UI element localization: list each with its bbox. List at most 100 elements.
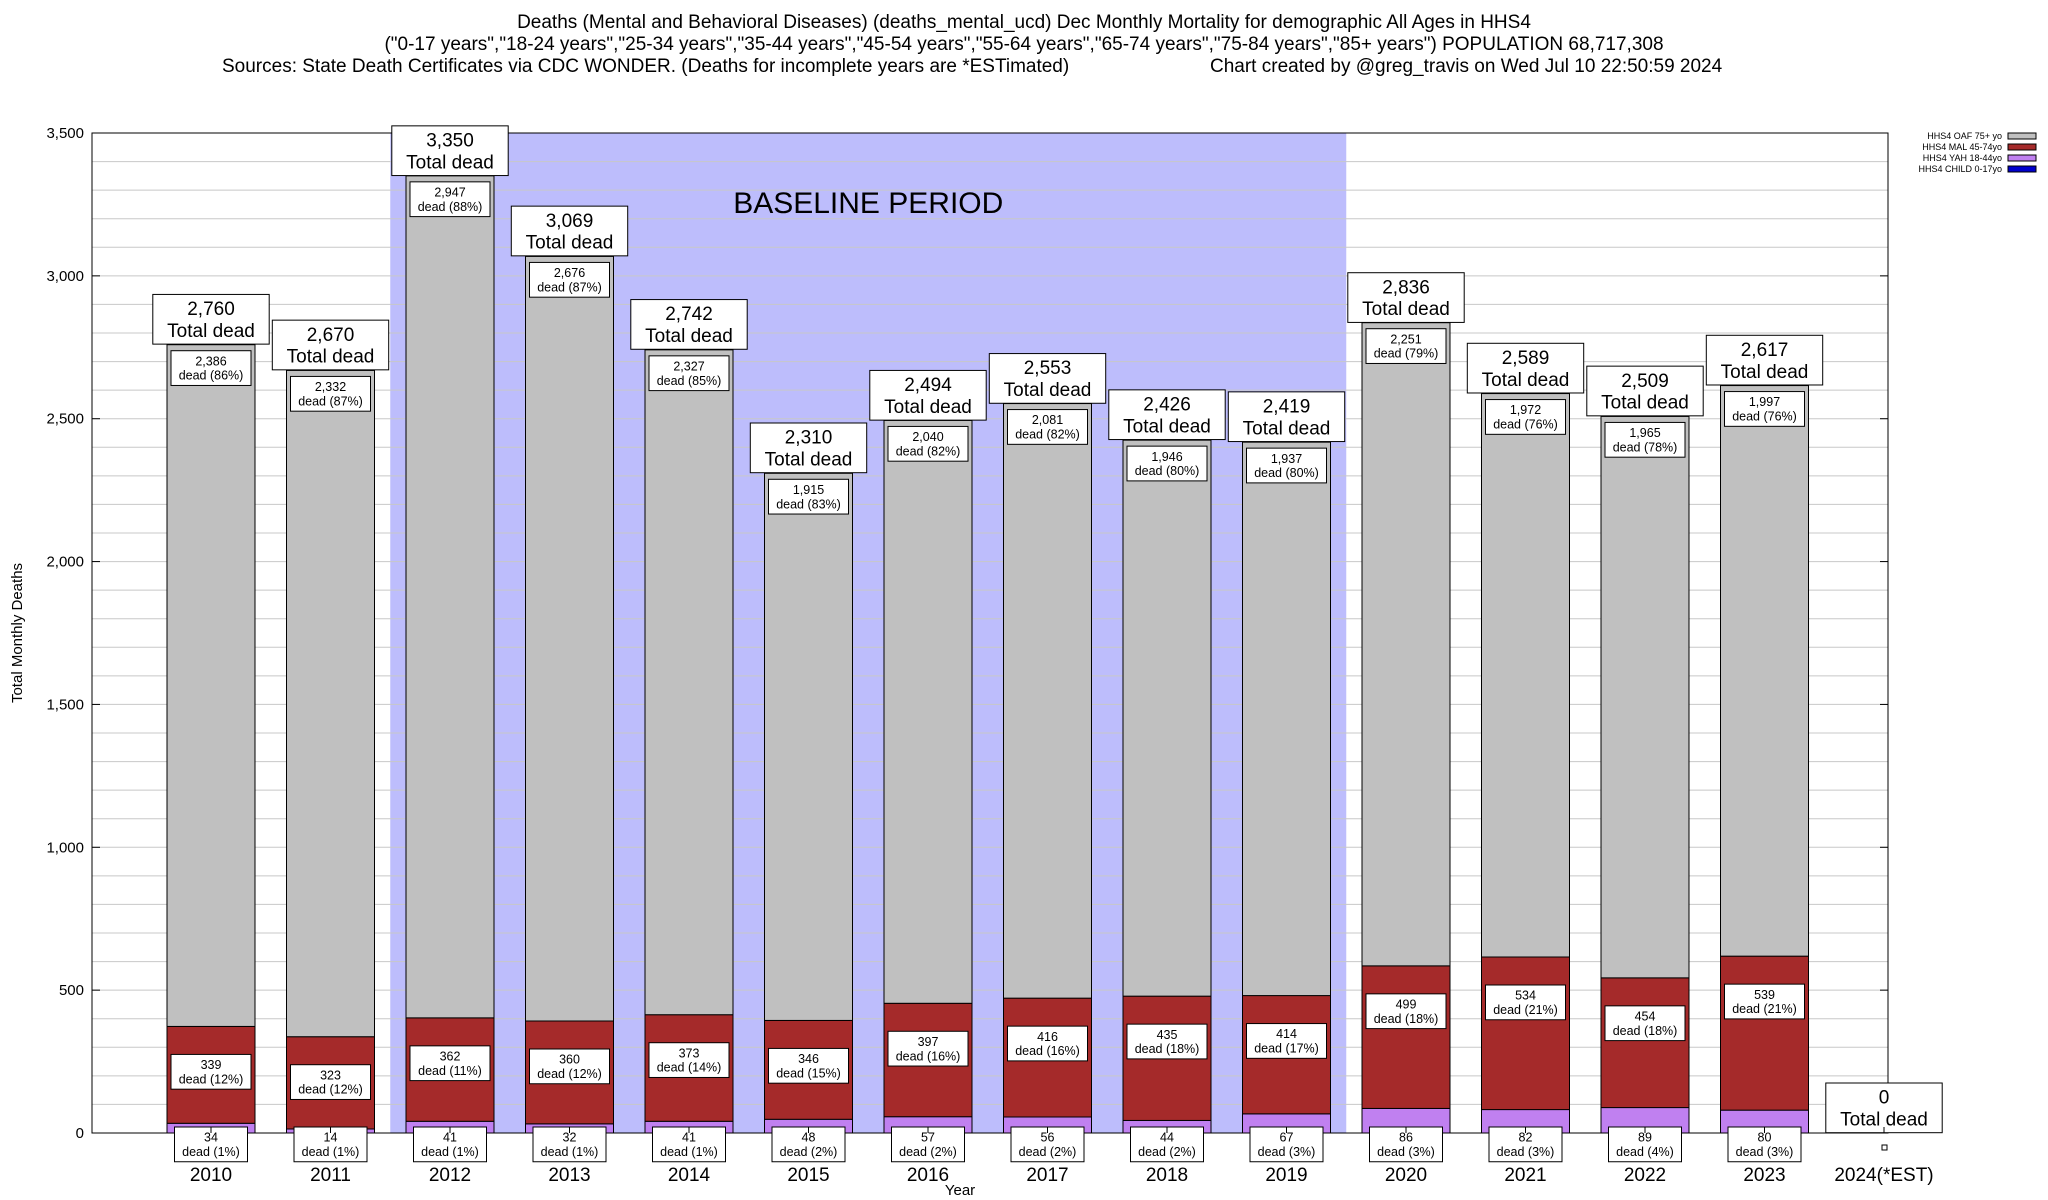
x-tick-label: 2016 — [907, 1165, 949, 1186]
segment-label: dead (2%) — [899, 1145, 957, 1159]
segment-label: dead (1%) — [182, 1145, 240, 1159]
segment-label-box — [648, 1042, 730, 1078]
total-label-box — [630, 299, 748, 350]
bar-segment — [883, 419, 973, 1004]
x-tick-label: 2017 — [1026, 1165, 1068, 1186]
bar-segment — [1481, 956, 1570, 1111]
segment-label: 2,081 — [1032, 413, 1063, 427]
segment-label: 1,937 — [1271, 452, 1302, 466]
bar-segment — [1720, 955, 1809, 1111]
segment-label-box — [1007, 1025, 1088, 1062]
segment-label: 360 — [559, 1053, 580, 1067]
segment-label: dead (2%) — [1138, 1145, 1196, 1159]
segment-label: dead (3%) — [1497, 1145, 1555, 1159]
x-tick-label: 2019 — [1265, 1165, 1307, 1186]
segment-label: dead (15%) — [776, 1066, 841, 1080]
segment-label: dead (88%) — [418, 200, 483, 214]
title-line-1: Deaths (Mental and Behavioral Diseases) … — [517, 12, 1531, 33]
total-label-box — [1705, 334, 1824, 386]
segment-label: 80 — [1758, 1131, 1772, 1145]
segment-label: 57 — [921, 1131, 935, 1145]
segment-label: 41 — [682, 1131, 696, 1145]
y-tick-label: 1,500 — [46, 696, 84, 713]
total-label: Total dead — [167, 321, 255, 342]
y-tick-label: 3,500 — [46, 125, 84, 142]
total-label: 2,836 — [1382, 277, 1430, 298]
bar-segment — [1600, 415, 1690, 979]
x-tick-label: 2011 — [310, 1165, 351, 1186]
bar-segment — [1003, 403, 1092, 999]
total-label: 2,310 — [785, 428, 833, 449]
total-label: 2,426 — [1143, 395, 1191, 416]
segment-label-box — [1604, 1005, 1686, 1042]
segment-label-box — [768, 1047, 849, 1084]
x-tick-label: 2013 — [548, 1165, 590, 1186]
segment-label-box — [1007, 409, 1088, 445]
total-label: Total dead — [645, 326, 733, 347]
segment-label-box — [1246, 447, 1327, 484]
legend-swatch — [2007, 132, 2037, 140]
segment-label: dead (85%) — [657, 374, 722, 388]
bar-segment — [525, 255, 614, 1022]
total-label-box — [271, 319, 390, 371]
bar-segment — [1600, 977, 1690, 1109]
y-tick-label: 2,500 — [46, 411, 84, 428]
segment-label: 1,972 — [1510, 403, 1541, 417]
segment-label: 82 — [1519, 1131, 1533, 1145]
bar-segment — [405, 175, 495, 1019]
total-label: 2,509 — [1621, 371, 1669, 392]
segment-label-box — [409, 181, 491, 218]
segment-label: dead (82%) — [1015, 428, 1080, 442]
segment-label: dead (3%) — [1377, 1145, 1435, 1159]
segment-label: 2,251 — [1390, 332, 1421, 346]
segment-label-box — [887, 1030, 969, 1067]
total-label: 2,617 — [1741, 340, 1789, 361]
legend-label: HHS4 OAF 75+ yo — [1927, 131, 2002, 141]
segment-label: 56 — [1041, 1131, 1055, 1145]
total-label: 2,670 — [307, 325, 355, 346]
segment-label: 454 — [1635, 1009, 1656, 1023]
segment-label: dead (80%) — [1135, 464, 1200, 478]
segment-label: dead (82%) — [896, 444, 961, 458]
segment-label-box — [1604, 421, 1686, 458]
segment-label: 435 — [1157, 1028, 1178, 1042]
total-label: Total dead — [406, 152, 494, 173]
total-label: Total dead — [1362, 299, 1450, 320]
y-tick-label: 500 — [59, 982, 84, 999]
segment-label: dead (78%) — [1613, 440, 1678, 454]
segment-label: 48 — [802, 1131, 816, 1145]
segment-label: dead (1%) — [660, 1145, 718, 1159]
total-label: Total dead — [765, 450, 853, 471]
segment-label: 416 — [1037, 1030, 1058, 1044]
segment-label: dead (80%) — [1254, 466, 1319, 480]
segment-label: 2,947 — [434, 185, 465, 199]
segment-label: dead (3%) — [1736, 1145, 1794, 1159]
y-tick-label: 1,000 — [46, 839, 84, 856]
total-label: 3,069 — [546, 211, 594, 232]
segment-label: dead (11%) — [418, 1064, 482, 1078]
segment-label: 1,965 — [1629, 426, 1660, 440]
x-tick-label: 2020 — [1385, 1165, 1427, 1186]
segment-label: dead (17%) — [1254, 1042, 1319, 1056]
total-label: Total dead — [526, 233, 614, 254]
total-label: Total dead — [1840, 1110, 1928, 1131]
segment-label: 44 — [1160, 1131, 1174, 1145]
segment-label: dead (14%) — [657, 1061, 722, 1075]
y-tick-label: 2,000 — [46, 554, 84, 571]
segment-label: dead (87%) — [537, 280, 602, 294]
total-label: Total dead — [1721, 362, 1809, 383]
segment-label-box — [529, 261, 610, 298]
segment-label: 539 — [1754, 988, 1775, 1002]
segment-label-box — [1126, 1023, 1208, 1060]
total-label: Total dead — [1123, 416, 1211, 437]
total-label: Total dead — [1004, 380, 1092, 401]
total-label: Total dead — [884, 397, 972, 418]
legend-label: HHS4 YAH 18-44yo — [1923, 153, 2002, 163]
segment-label-box — [1724, 983, 1805, 1020]
total-label-box — [510, 205, 629, 257]
baseline-period-label: BASELINE PERIOD — [733, 187, 1003, 220]
y-tick-label: 3,000 — [46, 268, 84, 285]
x-tick-label: 2022 — [1624, 1165, 1666, 1186]
segment-label: dead (18%) — [1135, 1042, 1200, 1056]
